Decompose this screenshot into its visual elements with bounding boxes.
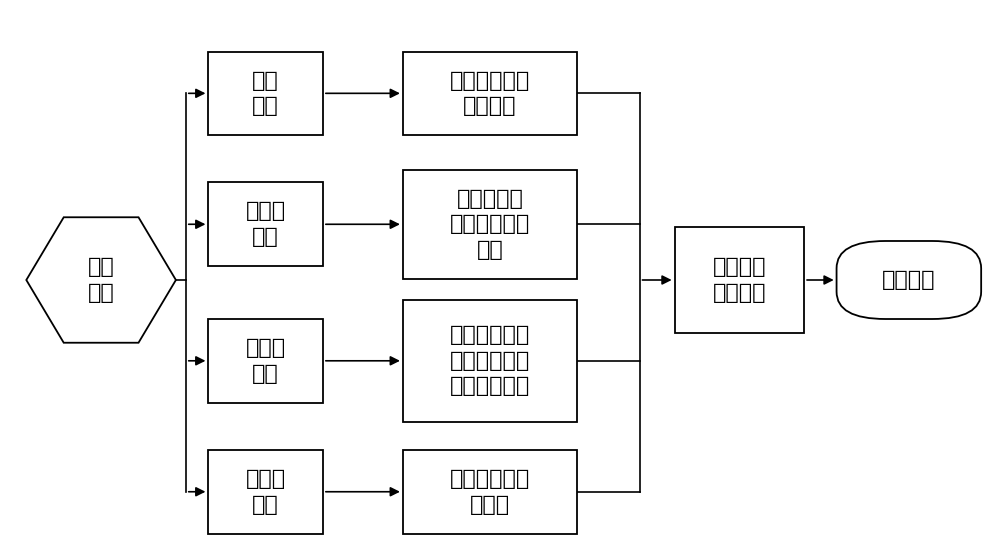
Text: 几何非
线性: 几何非 线性 [246, 202, 286, 247]
FancyBboxPatch shape [208, 450, 323, 534]
FancyBboxPatch shape [208, 183, 323, 266]
FancyBboxPatch shape [675, 227, 804, 333]
FancyBboxPatch shape [403, 170, 577, 279]
Polygon shape [26, 217, 176, 343]
Text: 三维软件
耦合分析: 三维软件 耦合分析 [713, 257, 766, 303]
Text: 修改燃料组件
结构参数: 修改燃料组件 结构参数 [450, 71, 530, 116]
FancyBboxPatch shape [403, 52, 577, 135]
Text: 辐照
效应: 辐照 效应 [252, 71, 279, 116]
FancyBboxPatch shape [403, 300, 577, 422]
Text: 压紧载荷: 压紧载荷 [882, 270, 936, 290]
Text: 压紧
系统: 压紧 系统 [88, 257, 114, 303]
Text: 带摩擦和滑移
的接触: 带摩擦和滑移 的接触 [450, 469, 530, 515]
Text: 状态非
线性: 状态非 线性 [246, 469, 286, 515]
FancyBboxPatch shape [208, 319, 323, 403]
FancyBboxPatch shape [837, 241, 981, 319]
FancyBboxPatch shape [403, 450, 577, 534]
Text: 本构关系、多
载荷步加载、
调整刚度矩阵: 本构关系、多 载荷步加载、 调整刚度矩阵 [450, 325, 530, 396]
FancyBboxPatch shape [208, 52, 323, 135]
Text: 材料非
线性: 材料非 线性 [246, 338, 286, 384]
Text: 多载荷步加
载、调整刚度
矩阵: 多载荷步加 载、调整刚度 矩阵 [450, 189, 530, 260]
